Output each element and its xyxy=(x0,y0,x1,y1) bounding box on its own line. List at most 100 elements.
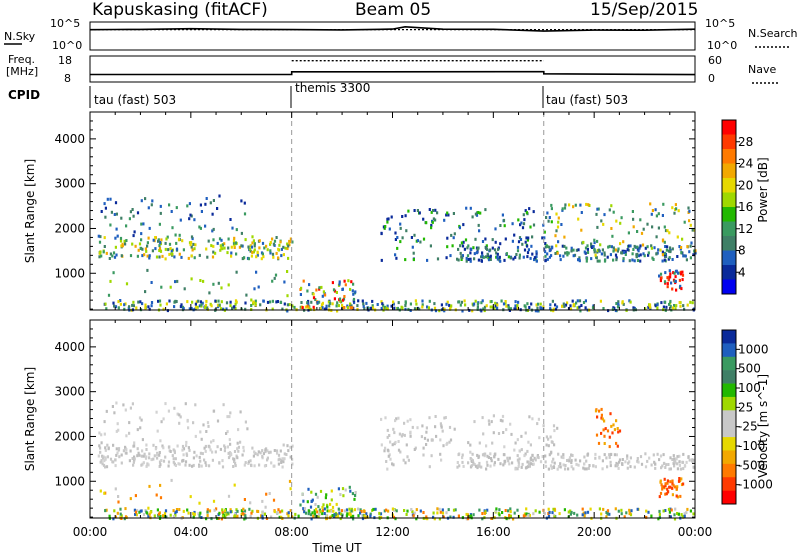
power-cell xyxy=(451,244,454,248)
power-cell xyxy=(129,254,133,258)
velocity-cell xyxy=(476,466,479,470)
velocity-cell xyxy=(685,460,688,464)
power-cell xyxy=(413,233,416,237)
power-cell xyxy=(259,303,262,307)
power-cell xyxy=(484,237,487,241)
power-cell xyxy=(286,303,289,307)
power-cell xyxy=(521,226,525,230)
velocity-cell xyxy=(261,514,264,518)
power-cell xyxy=(577,258,580,262)
power-cell xyxy=(147,236,150,240)
power-cell xyxy=(233,246,236,249)
power-cell xyxy=(318,286,321,290)
velocity-cell xyxy=(123,517,126,521)
velocity-colorbar-label: Velocity [m s^-1] xyxy=(756,374,770,478)
velocity-cell xyxy=(240,509,243,513)
velocity-cell xyxy=(616,444,619,448)
power-cell xyxy=(682,304,685,308)
power-cell xyxy=(212,199,215,202)
velocity-cell xyxy=(289,455,292,459)
power-cell xyxy=(514,304,517,308)
power-cell xyxy=(662,202,665,206)
power-cell xyxy=(293,305,296,309)
velocity-cell xyxy=(659,454,663,458)
power-cell xyxy=(639,244,642,248)
velocity-cell xyxy=(538,510,541,514)
power-cell xyxy=(186,300,189,304)
power-cell xyxy=(544,245,547,249)
power-cell xyxy=(120,254,123,258)
power-cell xyxy=(199,203,202,207)
velocity-cell xyxy=(169,450,172,453)
power-cell xyxy=(612,258,615,262)
power-cell xyxy=(336,301,339,305)
power-cell xyxy=(536,306,539,310)
velocity-cell xyxy=(275,449,279,453)
power-cell xyxy=(476,305,479,309)
power-cell xyxy=(578,305,581,309)
power-frame xyxy=(89,111,696,311)
velocity-cell xyxy=(671,493,674,497)
velocity-cell xyxy=(227,451,230,455)
velocity-cell xyxy=(474,464,478,468)
power-cell xyxy=(452,236,455,240)
velocity-frame xyxy=(89,319,696,519)
velocity-cell xyxy=(212,409,216,413)
power-cell xyxy=(114,245,117,249)
power-cell xyxy=(139,300,142,304)
velocity-cell xyxy=(683,464,687,468)
power-cell xyxy=(277,247,280,251)
velocity-cell xyxy=(223,444,226,448)
velocity-cell xyxy=(158,451,161,454)
velocity-cell xyxy=(669,480,672,484)
velocity-cell xyxy=(136,454,139,458)
velocity-cell xyxy=(598,507,601,511)
velocity-cell xyxy=(398,432,401,436)
power-colorbar-swatch xyxy=(722,279,736,295)
velocity-cell xyxy=(678,463,681,467)
velocity-cell xyxy=(601,417,604,421)
power-cell xyxy=(157,239,160,243)
velocity-cell xyxy=(302,499,305,503)
velocity-cell xyxy=(393,431,396,435)
power-cell xyxy=(496,257,499,261)
velocity-cell xyxy=(524,452,527,456)
power-cell xyxy=(432,209,435,212)
velocity-cell xyxy=(667,507,671,511)
velocity-cell xyxy=(452,508,456,512)
power-cell xyxy=(561,304,564,308)
velocity-cell xyxy=(563,508,566,512)
velocity-cell xyxy=(191,464,194,468)
power-cell xyxy=(590,257,593,261)
velocity-cell xyxy=(155,410,158,414)
velocity-cell xyxy=(507,459,510,463)
power-cell xyxy=(582,240,585,244)
power-cell xyxy=(639,259,642,263)
power-cell xyxy=(679,270,682,274)
velocity-cell xyxy=(568,459,571,463)
velocity-cell xyxy=(199,451,202,455)
velocity-cell xyxy=(286,512,289,516)
velocity-cell xyxy=(253,450,256,454)
power-cell xyxy=(612,249,615,253)
velocity-cell xyxy=(505,517,508,521)
velocity-cell xyxy=(495,509,498,513)
velocity-cell xyxy=(667,514,671,518)
velocity-cell xyxy=(124,445,127,449)
velocity-cell xyxy=(428,416,431,420)
power-cell xyxy=(546,257,549,261)
power-cell xyxy=(277,256,280,260)
power-cell xyxy=(201,301,204,305)
power-cell xyxy=(619,242,622,246)
velocity-cell xyxy=(349,489,352,493)
velocity-cell xyxy=(337,507,340,511)
power-cell xyxy=(234,241,237,245)
velocity-cell xyxy=(115,447,118,451)
velocity-cell xyxy=(453,427,456,431)
power-cell xyxy=(140,199,143,203)
velocity-cell xyxy=(216,419,220,423)
velocity-cell xyxy=(671,458,674,461)
velocity-cell xyxy=(493,453,496,457)
power-cell xyxy=(412,258,415,262)
velocity-cell xyxy=(152,443,155,447)
